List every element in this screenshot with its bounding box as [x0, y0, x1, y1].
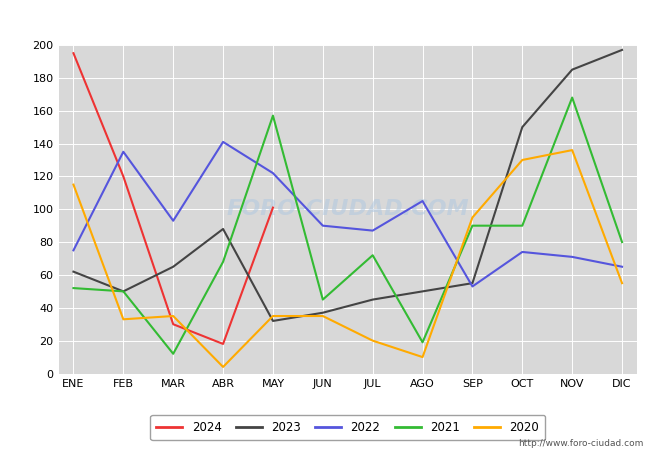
Text: FORO-CIUDAD.COM: FORO-CIUDAD.COM — [226, 199, 469, 219]
Text: http://www.foro-ciudad.com: http://www.foro-ciudad.com — [518, 439, 644, 448]
Text: Matriculaciones de Vehiculos en Ojós: Matriculaciones de Vehiculos en Ojós — [171, 14, 479, 33]
Legend: 2024, 2023, 2022, 2021, 2020: 2024, 2023, 2022, 2021, 2020 — [150, 415, 545, 440]
